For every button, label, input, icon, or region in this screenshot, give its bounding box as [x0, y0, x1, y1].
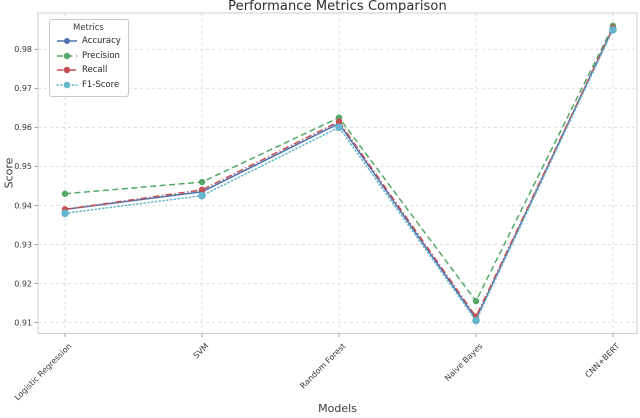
legend-item: Recall — [56, 63, 121, 78]
x-tick-label: Naive Bayes — [443, 342, 484, 383]
legend-item-label: Accuracy — [82, 36, 121, 47]
data-point-f1-score — [609, 25, 617, 34]
legend-items: Accuracy Precision Recall F1-Score — [56, 34, 121, 92]
y-tick-label: 0.94 — [14, 201, 32, 210]
legend-swatch-accuracy-icon — [57, 38, 77, 45]
x-tick-label: Logistic Regression — [13, 342, 74, 403]
legend-swatch-f1-score-icon — [56, 81, 78, 89]
y-axis-label: Score — [2, 157, 16, 189]
chart-title: Performance Metrics Comparison — [228, 0, 447, 14]
data-point-f1-score — [335, 123, 343, 132]
legend: Metrics Accuracy Precision Recall F1-Score — [49, 19, 129, 97]
legend-swatch-recall-icon — [57, 67, 77, 74]
y-tick-label: 0.92 — [14, 279, 32, 288]
plot-border — [37, 12, 638, 334]
legend-swatch-precision-icon — [57, 52, 77, 59]
legend-title: Metrics — [72, 23, 104, 33]
data-point-f1-score — [198, 191, 206, 200]
data-point-precision — [61, 190, 69, 197]
x-tick-label: CNN+BERT — [583, 341, 621, 379]
y-tick-label: 0.95 — [14, 162, 32, 171]
x-axis-label: Models — [318, 402, 357, 415]
data-point-precision — [472, 297, 480, 305]
plot-background — [38, 13, 637, 334]
x-tick-label: Random Forest — [298, 342, 347, 391]
legend-item-label: Precision — [82, 50, 120, 61]
legend-item: Accuracy — [56, 34, 121, 49]
legend-item: Precision — [56, 49, 121, 64]
series-line-f1-score — [64, 29, 614, 322]
data-point-f1-score — [61, 209, 69, 218]
data-point-recall — [335, 118, 343, 125]
legend-item: F1-Score — [56, 78, 121, 93]
legend-item-label: F1-Score — [82, 79, 120, 90]
legend-item-label: Recall — [82, 65, 108, 76]
y-tick-label: 0.97 — [14, 84, 32, 93]
y-tick-label: 0.91 — [14, 318, 32, 327]
x-tick-label: SVM — [192, 341, 211, 360]
data-point-f1-score — [472, 316, 480, 325]
data-point-recall — [198, 186, 206, 194]
series-line-recall — [64, 27, 614, 318]
data-point-precision — [198, 178, 206, 186]
y-tick-label: 0.93 — [14, 240, 32, 249]
y-tick-label: 0.96 — [14, 123, 32, 132]
y-tick-label: 0.98 — [14, 45, 32, 54]
